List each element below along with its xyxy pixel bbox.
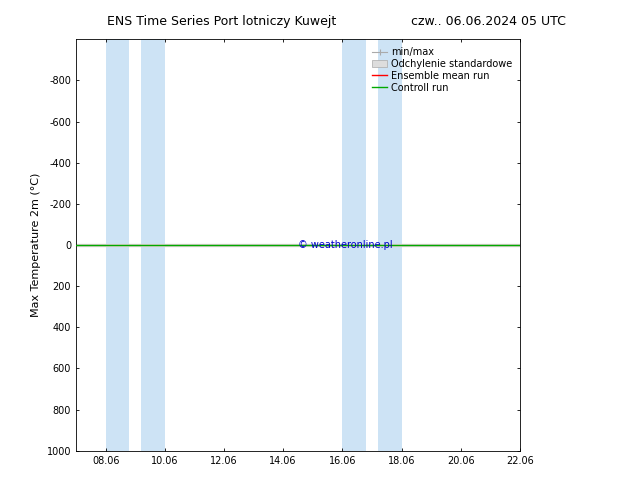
Text: czw.. 06.06.2024 05 UTC: czw.. 06.06.2024 05 UTC bbox=[411, 15, 566, 28]
Bar bbox=[141, 39, 165, 451]
Legend: min/max, Odchylenie standardowe, Ensemble mean run, Controll run: min/max, Odchylenie standardowe, Ensembl… bbox=[370, 44, 515, 96]
Y-axis label: Max Temperature 2m (°C): Max Temperature 2m (°C) bbox=[31, 173, 41, 317]
Bar bbox=[106, 39, 129, 451]
Bar bbox=[378, 39, 401, 451]
Text: © weatheronline.pl: © weatheronline.pl bbox=[298, 240, 392, 250]
Text: ENS Time Series Port lotniczy Kuwejt: ENS Time Series Port lotniczy Kuwejt bbox=[107, 15, 337, 28]
Bar bbox=[342, 39, 366, 451]
